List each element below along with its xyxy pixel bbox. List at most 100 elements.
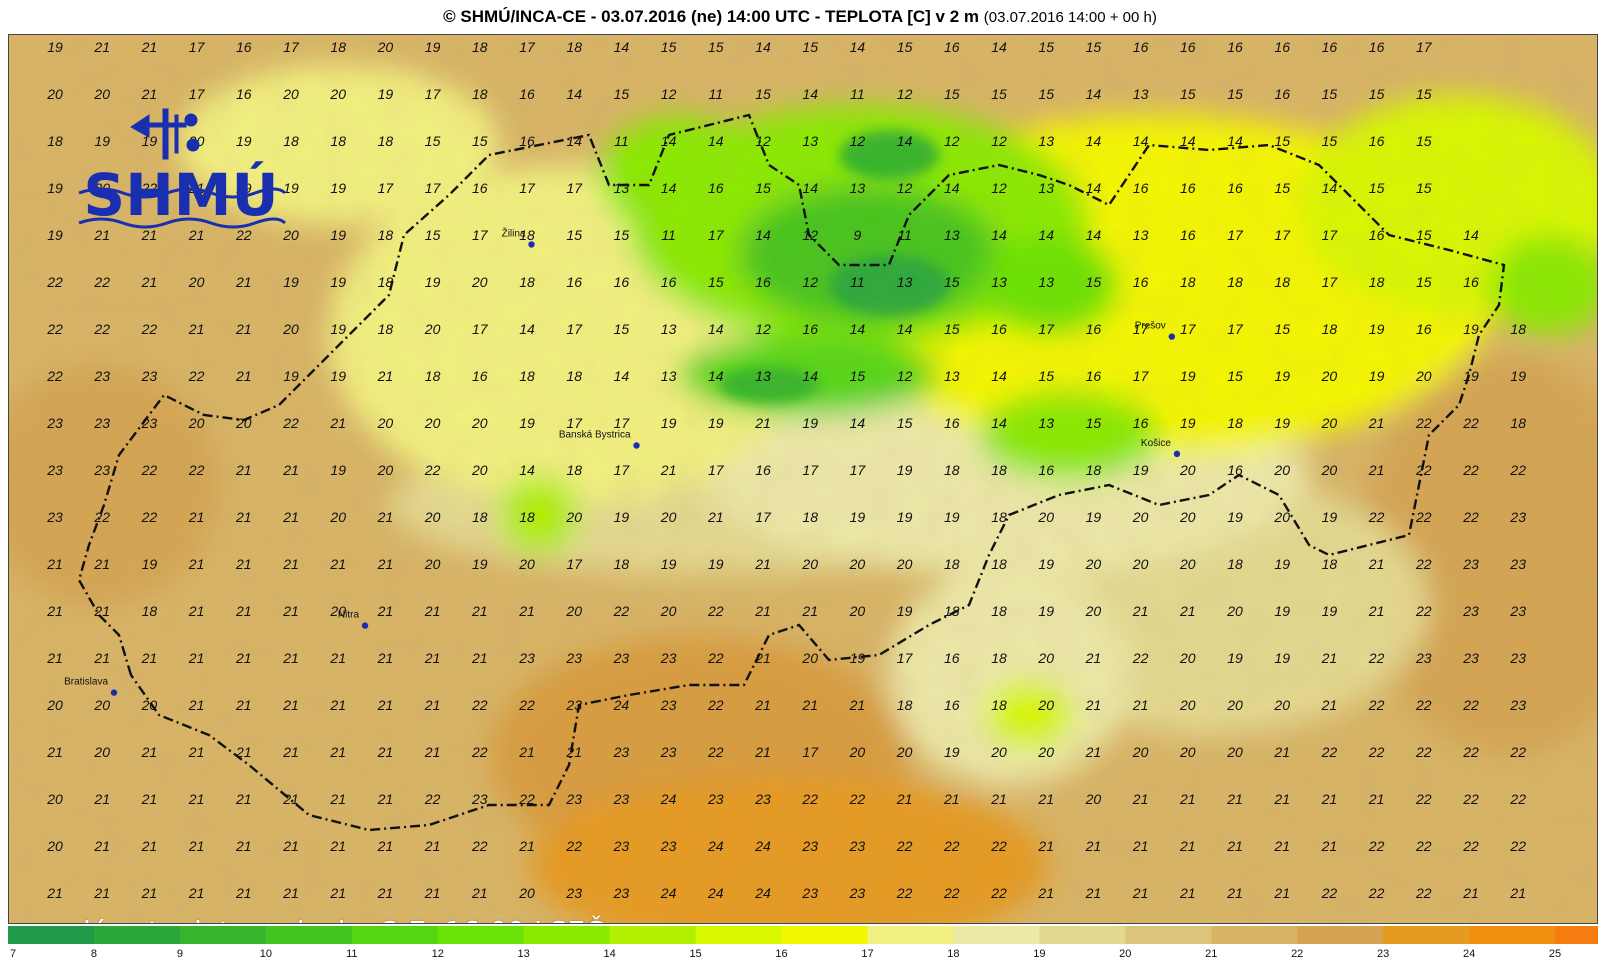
temperature-value: 17 (897, 650, 914, 666)
city-marker[interactable] (361, 622, 369, 629)
city-marker[interactable] (110, 689, 118, 696)
city-marker[interactable] (633, 442, 640, 449)
temperature-value: 20 (1273, 509, 1290, 525)
temperature-value: 24 (707, 838, 724, 854)
temperature-value: 21 (1368, 791, 1385, 807)
temperature-value: 20 (46, 86, 63, 102)
temperature-value: 19 (330, 227, 346, 243)
temperature-value: 15 (566, 227, 582, 243)
temperature-value: 21 (1368, 415, 1385, 431)
temperature-value: 15 (1038, 86, 1054, 102)
legend-tick-label: 18 (947, 948, 959, 960)
temperature-value: 21 (141, 227, 158, 243)
legend-tick-label: 20 (1119, 948, 1131, 960)
temperature-value: 20 (1132, 556, 1149, 572)
temperature-value: 22 (1415, 885, 1432, 901)
temperature-value: 20 (424, 415, 441, 431)
legend-tick-label: 24 (1463, 948, 1475, 960)
temperature-value: 21 (424, 885, 441, 901)
temperature-value: 22 (613, 603, 630, 619)
temperature-value: 21 (188, 227, 205, 243)
temperature-value: 20 (141, 697, 158, 713)
temperature-value: 21 (377, 509, 394, 525)
temperature-value: 22 (471, 697, 488, 713)
temperature-value: 23 (613, 838, 630, 854)
city-marker[interactable] (528, 241, 535, 248)
temperature-value: 18 (566, 462, 582, 478)
temperature-value: 21 (93, 650, 110, 666)
city-marker[interactable] (1173, 450, 1181, 458)
temperature-value: 20 (1273, 697, 1290, 713)
temperature-value: 17 (519, 39, 536, 55)
temperature-value: 20 (1037, 650, 1054, 666)
temperature-value: 13 (661, 368, 677, 384)
temperature-value: 21 (282, 556, 299, 572)
temperature-value: 21 (849, 697, 866, 713)
temperature-value: 21 (660, 462, 677, 478)
temperature-value: 20 (329, 603, 346, 619)
temperature-value: 21 (1273, 744, 1290, 760)
temperature-value: 21 (141, 744, 158, 760)
temperature-value: 12 (850, 133, 866, 149)
legend-tick-label: 19 (1033, 948, 1045, 960)
temperature-value: 22 (1415, 838, 1432, 854)
temperature-value: 17 (708, 227, 725, 243)
temperature-value: 18 (378, 227, 394, 243)
temperature-value: 19 (330, 180, 346, 196)
temperature-value: 20 (801, 556, 818, 572)
temperature-value: 15 (661, 39, 677, 55)
temperature-value: 19 (472, 556, 488, 572)
temperature-value: 21 (329, 556, 346, 572)
temperature-value: 13 (944, 227, 960, 243)
temperature-value: 20 (1226, 744, 1243, 760)
temperature-value: 22 (990, 838, 1007, 854)
legend-tick-label: 14 (603, 948, 615, 960)
temperature-value: 22 (707, 603, 724, 619)
temperature-value: 17 (519, 180, 536, 196)
city-marker[interactable] (1168, 333, 1176, 340)
temperature-value: 21 (990, 791, 1007, 807)
temperature-value: 16 (802, 321, 818, 337)
temperature-value: 21 (1226, 791, 1243, 807)
temperature-value: 15 (755, 180, 771, 196)
temperature-value: 21 (1368, 603, 1385, 619)
temperature-value: 18 (378, 133, 394, 149)
temperature-value: 16 (1086, 368, 1102, 384)
legend-swatch (265, 926, 353, 944)
temperature-value: 22 (1321, 885, 1338, 901)
temperature-value: 21 (188, 885, 205, 901)
temperature-value: 20 (377, 462, 394, 478)
temperature-value: 16 (661, 274, 677, 290)
temperature-value: 15 (1369, 180, 1385, 196)
temperature-value: 20 (329, 86, 346, 102)
temperature-value: 19 (330, 462, 346, 478)
temperature-value: 17 (566, 180, 583, 196)
temperature-value: 14 (944, 180, 960, 196)
temperature-value: 19 (708, 556, 724, 572)
temperature-value: 15 (1227, 368, 1243, 384)
temperature-value: 16 (991, 321, 1007, 337)
temperature-value: 17 (566, 415, 583, 431)
temperature-value: 15 (897, 39, 913, 55)
temperature-value: 23 (1462, 650, 1479, 666)
temperature-value: 16 (1133, 415, 1149, 431)
legend-tick-label: 22 (1291, 948, 1303, 960)
temperature-value: 19 (283, 368, 299, 384)
temperature-value: 20 (1321, 462, 1338, 478)
temperature-value: 21 (1085, 650, 1102, 666)
legend-tick-label: 17 (861, 948, 873, 960)
temperature-value: 20 (1132, 744, 1149, 760)
temperature-value: 21 (754, 697, 771, 713)
temperature-value: 21 (282, 462, 299, 478)
temperature-map[interactable]: 19 21 21 17 16 17 18 20 19 18 17 18 14 15 15 14 15 14 15 16… (8, 34, 1598, 924)
temperature-value: 21 (518, 744, 535, 760)
temperature-value: 21 (1132, 885, 1149, 901)
temperature-value: 22 (1415, 697, 1432, 713)
temperature-value: 13 (991, 274, 1007, 290)
weather-vane-icon (130, 108, 200, 160)
temperature-value: 12 (755, 321, 771, 337)
temperature-value: 23 (93, 368, 110, 384)
temperature-value: 19 (1369, 321, 1385, 337)
temperature-value: 14 (802, 86, 818, 102)
temperature-value: 20 (93, 697, 110, 713)
